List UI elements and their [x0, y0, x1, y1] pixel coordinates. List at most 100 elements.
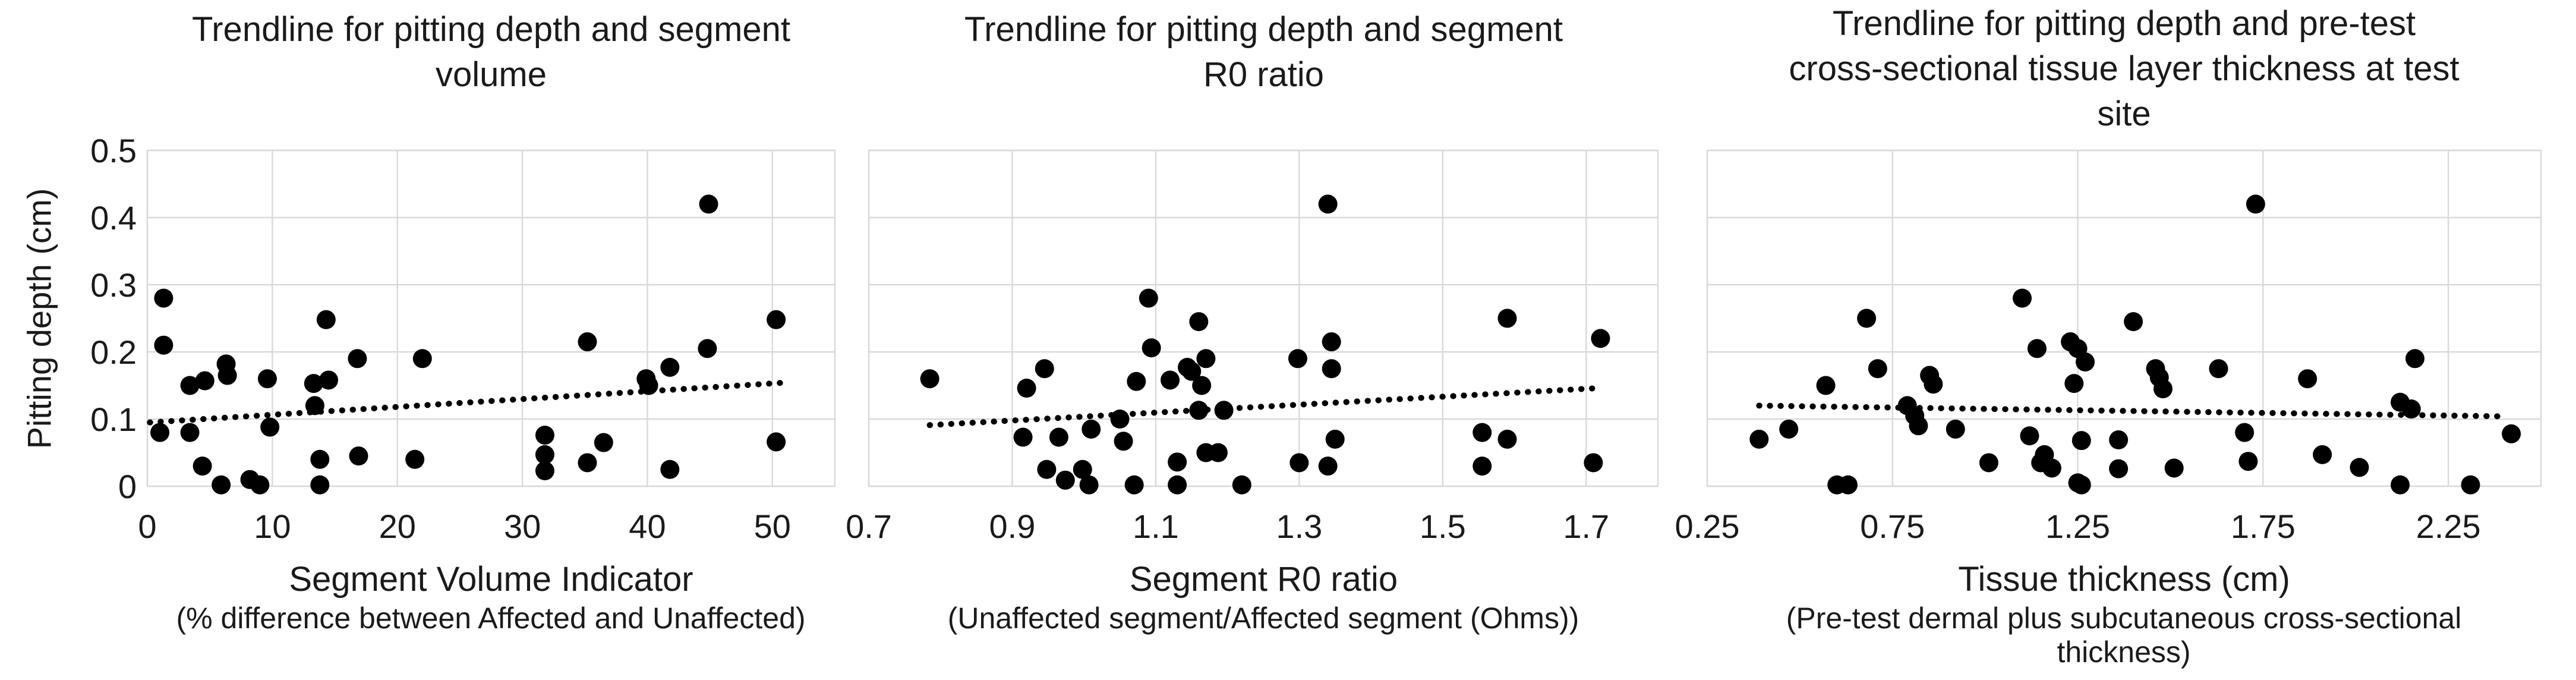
x-tick-label: 0.75	[1860, 508, 1925, 545]
data-point	[2502, 424, 2521, 443]
data-point	[1161, 370, 1180, 390]
data-point	[1142, 338, 1161, 358]
data-point	[193, 457, 212, 476]
x-tick-label: 1.7	[1563, 508, 1609, 545]
data-point	[660, 459, 680, 479]
data-point	[212, 475, 231, 495]
data-point	[2027, 339, 2047, 358]
x-tick-label: 40	[629, 508, 666, 545]
data-point	[1473, 457, 1492, 476]
data-point	[1816, 376, 1836, 395]
data-point	[1924, 374, 1943, 394]
data-point	[1189, 401, 1209, 420]
data-point	[1857, 308, 1877, 328]
data-point	[310, 475, 330, 495]
data-point	[150, 423, 170, 442]
data-point	[2405, 349, 2424, 369]
data-point	[2020, 426, 2039, 446]
data-point	[2235, 423, 2255, 442]
chart1-x-axis-title: Segment Volume Indicator	[289, 560, 693, 599]
data-point	[1124, 475, 1144, 495]
data-point	[1017, 379, 1036, 398]
data-point	[1749, 429, 1769, 449]
data-point	[310, 449, 330, 469]
data-point	[1591, 329, 1610, 348]
x-tick-label: 50	[754, 508, 791, 545]
trendline	[147, 379, 786, 426]
data-point	[1035, 359, 1054, 379]
trendline	[926, 385, 1600, 429]
data-point	[1325, 429, 1345, 449]
data-point	[2153, 379, 2173, 399]
data-point	[1909, 416, 1928, 436]
data-point	[349, 446, 368, 466]
chart2-title: Trendline for pitting depth and segment …	[964, 10, 1563, 94]
data-point	[180, 376, 200, 395]
data-point	[1082, 419, 1101, 439]
data-point	[1289, 453, 1309, 473]
data-point	[2246, 194, 2265, 214]
data-point	[1110, 410, 1130, 429]
data-point	[594, 433, 613, 452]
data-point	[1139, 288, 1158, 308]
y-tick-label: 0.3	[90, 266, 137, 304]
data-point	[1322, 332, 1341, 352]
data-point	[154, 335, 174, 355]
data-point	[2461, 475, 2480, 495]
x-tick-label: 0.9	[989, 508, 1036, 545]
x-tick-label: 0.25	[1675, 508, 1740, 545]
data-point	[2350, 458, 2369, 477]
data-point	[154, 288, 174, 308]
data-point	[2209, 359, 2228, 379]
x-tick-label: 30	[504, 508, 541, 545]
data-point	[2298, 369, 2318, 389]
data-point	[698, 339, 717, 358]
chart2-x-axis-title: Segment R0 ratio	[1129, 560, 1398, 599]
y-tick-label: 0.1	[90, 401, 137, 438]
data-point	[1779, 419, 1799, 439]
chart3-x-axis-subtitle: (Pre-test dermal plus subcutaneous cross…	[1786, 602, 2462, 669]
x-tick-label: 1.5	[1420, 508, 1466, 545]
data-point	[2109, 459, 2129, 478]
data-point	[1288, 349, 1307, 369]
plot-border	[146, 149, 836, 487]
data-point	[250, 475, 270, 495]
data-point	[1322, 359, 1341, 379]
data-point	[405, 449, 425, 469]
data-point	[2013, 288, 2032, 308]
data-point	[767, 432, 786, 452]
data-point	[1497, 308, 1517, 328]
data-point	[1073, 459, 1092, 479]
chart2-x-axis-subtitle: (Unaffected segment/Affected segment (Oh…	[947, 602, 1579, 635]
data-point	[1168, 475, 1187, 495]
x-tick-label: 0.7	[846, 508, 892, 545]
data-point	[2124, 312, 2143, 332]
data-point	[217, 366, 237, 385]
data-point	[2064, 374, 2084, 393]
data-point	[1838, 475, 1858, 495]
plot-border	[868, 149, 1659, 487]
data-point	[180, 423, 200, 442]
data-point	[1114, 432, 1133, 451]
data-point	[535, 426, 554, 445]
y-tick-label: 0.2	[90, 333, 137, 371]
x-tick-label: 1.25	[2045, 508, 2110, 545]
data-point	[1318, 457, 1338, 476]
y-tick-label: 0.5	[90, 132, 137, 169]
data-point	[2076, 352, 2095, 372]
data-point	[578, 453, 597, 473]
x-tick-label: 0	[138, 508, 156, 545]
trendline	[1756, 402, 2507, 420]
data-point	[2313, 445, 2332, 464]
y-axis-title: Pitting depth (cm)	[20, 188, 58, 449]
data-point	[1497, 429, 1517, 449]
chart1-title: Trendline for pitting depth and segment …	[191, 10, 791, 94]
data-point	[535, 445, 554, 464]
data-point	[305, 396, 324, 415]
chart3-title: Trendline for pitting depth and pre-test…	[1789, 4, 2460, 133]
data-point	[412, 349, 432, 369]
data-point	[1232, 475, 1251, 495]
data-point	[1079, 475, 1099, 495]
data-point	[257, 369, 277, 389]
data-point	[2391, 475, 2410, 495]
